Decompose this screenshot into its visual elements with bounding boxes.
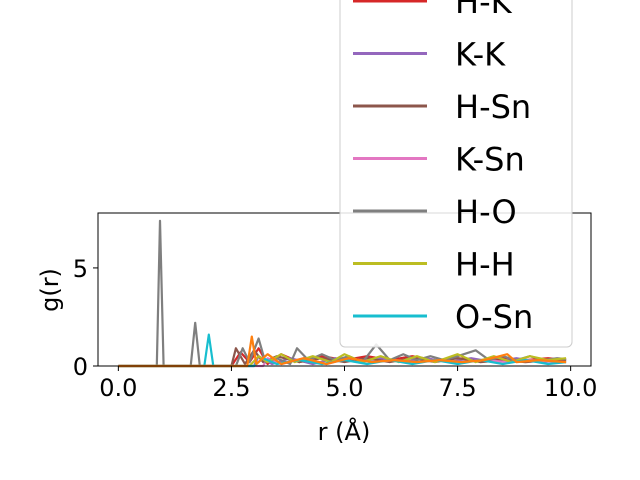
y-tick-label: 5 <box>73 255 88 283</box>
x-axis: 0.0 2.5 5.0 7.5 10.0 <box>99 366 597 402</box>
y-axis: 05 <box>73 255 98 381</box>
x-tick-label: 0.0 <box>99 374 137 402</box>
legend-label: K-Sn <box>455 141 525 179</box>
series-line-unlabeled-7 <box>118 335 567 368</box>
x-axis-label: r (Å) <box>318 417 371 446</box>
series-line-h-h <box>118 353 567 368</box>
x-tick-label: 10.0 <box>544 374 597 402</box>
legend-label: H-O <box>455 193 517 231</box>
legend-frame <box>339 0 573 348</box>
x-tick-label: 2.5 <box>212 374 250 402</box>
legend-label: H-H <box>455 246 515 284</box>
y-tick-label: 0 <box>73 353 88 381</box>
y-axis-label: g(r) <box>36 268 64 312</box>
x-tick-label: 7.5 <box>438 374 476 402</box>
legend: H-K K-K H-Sn K-Sn H-O H-H O-Sn <box>339 0 573 348</box>
x-tick-label: 5.0 <box>325 374 363 402</box>
legend-label: H-K <box>455 0 513 21</box>
legend-label: O-Sn <box>455 298 533 336</box>
legend-label: K-K <box>455 36 506 74</box>
legend-label: H-Sn <box>455 88 531 126</box>
